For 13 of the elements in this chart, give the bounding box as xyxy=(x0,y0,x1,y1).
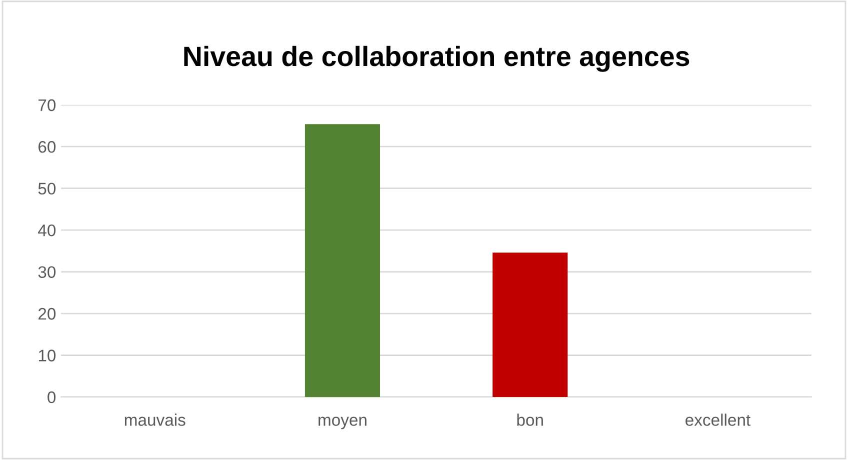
x-tick-label: moyen xyxy=(318,416,366,430)
y-tick-label: 60 xyxy=(38,141,56,153)
y-tick-label: 50 xyxy=(38,182,56,195)
y-tick-label: 20 xyxy=(38,308,56,320)
y-tick-label: 0 xyxy=(48,391,56,404)
y-tick-label: 10 xyxy=(38,350,56,362)
y-tick-label: 70 xyxy=(38,99,56,112)
y-tick-label: 30 xyxy=(38,266,56,278)
chart-title: Niveau de collaboration entre agences xyxy=(184,46,690,72)
x-tick-label: excellent xyxy=(686,414,750,426)
x-tick-label: mauvais xyxy=(124,414,186,426)
x-tick-label: bon xyxy=(517,414,543,426)
y-tick-label: 40 xyxy=(38,224,56,236)
